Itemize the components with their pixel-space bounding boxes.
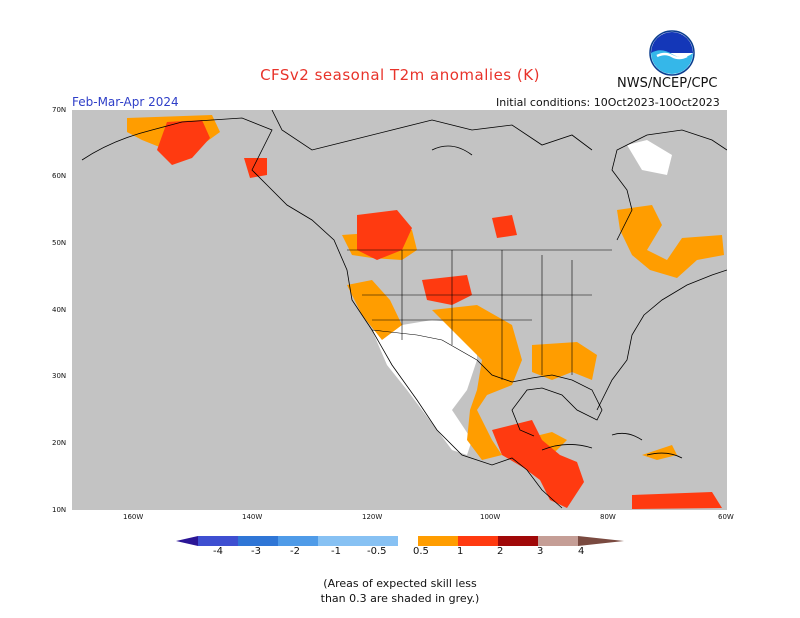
- colorbar-swatch: [538, 536, 578, 546]
- lat-tick: 20N: [52, 439, 67, 447]
- forecast-period: Feb-Mar-Apr 2024: [72, 95, 179, 109]
- colorbar-swatch: [398, 536, 418, 546]
- lon-tick: 100W: [480, 513, 501, 521]
- colorbar-label: 1: [457, 546, 464, 557]
- lat-tick: 40N: [52, 306, 67, 314]
- skill-note-line-1: (Areas of expected skill less: [323, 577, 477, 590]
- lat-tick: 10N: [52, 506, 67, 514]
- colorbar-swatch: [238, 536, 278, 546]
- skill-note: (Areas of expected skill less than 0.3 a…: [0, 576, 800, 606]
- colorbar-label: -1: [331, 546, 341, 557]
- colorbar-label: 2: [497, 546, 504, 557]
- lat-tick: 70N: [52, 106, 67, 114]
- lon-tick: 120W: [362, 513, 383, 521]
- map-background: [72, 110, 727, 510]
- colorbar-swatch: [198, 536, 238, 546]
- colorbar-swatch: [278, 536, 318, 546]
- lat-tick: 30N: [52, 372, 67, 380]
- initial-conditions: Initial conditions: 10Oct2023-10Oct2023: [496, 96, 720, 109]
- skill-note-line-2: than 0.3 are shaded in grey.): [320, 592, 480, 605]
- colorbar-swatch: [458, 536, 498, 546]
- coastlines: [81, 110, 727, 509]
- colorbar-label: 4: [578, 546, 585, 557]
- colorbar-swatch: [418, 536, 458, 546]
- colorbar-label: -2: [290, 546, 300, 557]
- warm-anomaly-red: [157, 120, 722, 509]
- colorbar-label: 3: [537, 546, 544, 557]
- colorbar-swatch: [498, 536, 538, 546]
- political-borders: [347, 249, 612, 380]
- chart-title: CFSv2 seasonal T2m anomalies (K): [260, 66, 540, 84]
- colorbar-swatch: [358, 536, 398, 546]
- near-normal-region: [372, 140, 672, 455]
- colorbar-label: -0.5: [367, 546, 387, 557]
- noaa-logo: [649, 30, 695, 76]
- colorbar-label: -4: [213, 546, 223, 557]
- source-label: NWS/NCEP/CPC: [617, 76, 718, 91]
- colorbar-label: 0.5: [413, 546, 429, 557]
- anomaly-map: [72, 110, 727, 510]
- lat-tick: 60N: [52, 172, 67, 180]
- colorbar-swatch: [318, 536, 358, 546]
- lon-tick: 80W: [600, 513, 616, 521]
- lon-tick: 140W: [242, 513, 263, 521]
- lon-tick: 160W: [123, 513, 144, 521]
- colorbar-arrow-left: [176, 536, 198, 546]
- colorbar-label: -3: [251, 546, 261, 557]
- colorbar: [176, 536, 624, 546]
- lat-tick: 50N: [52, 239, 67, 247]
- lon-tick: 60W: [718, 513, 734, 521]
- colorbar-arrow-right: [578, 536, 624, 546]
